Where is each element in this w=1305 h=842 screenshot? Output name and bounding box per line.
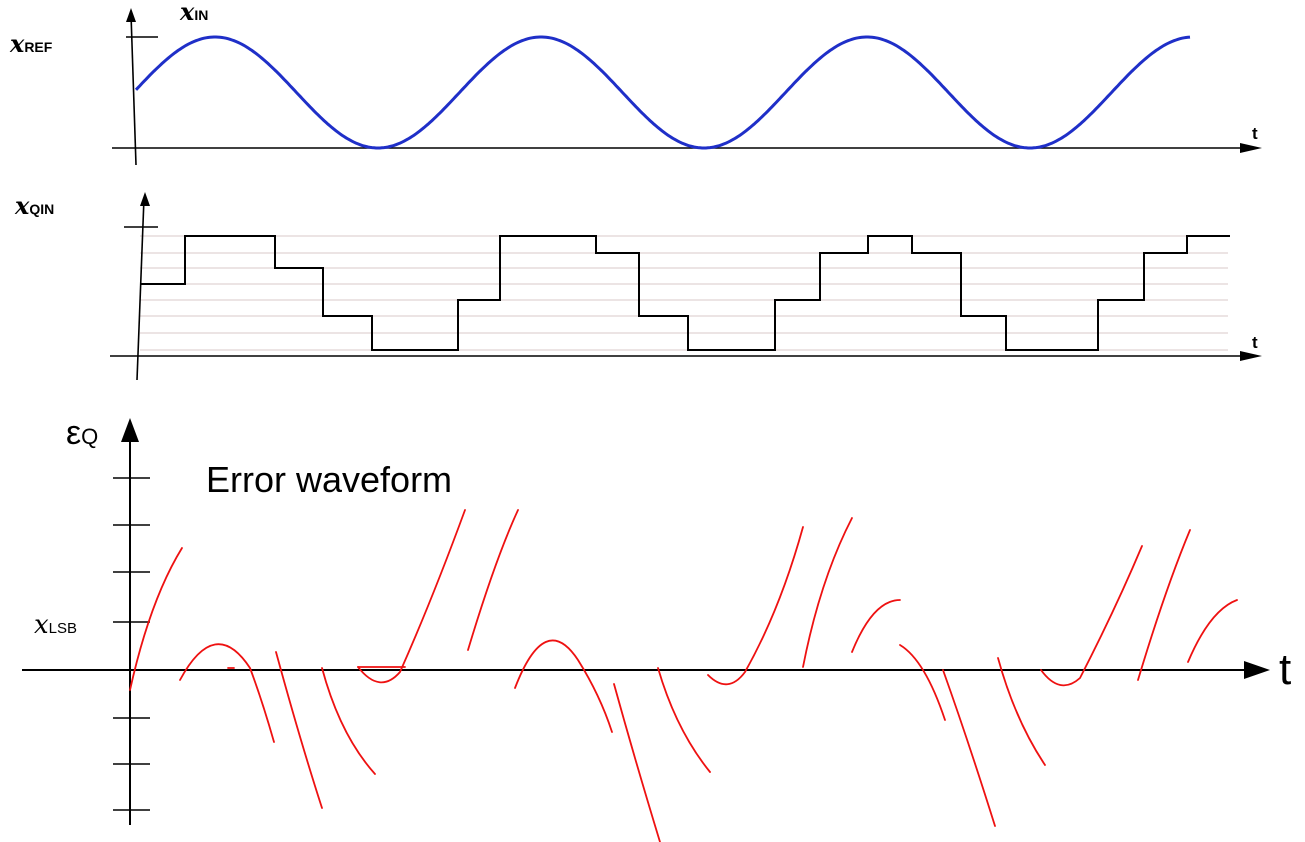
quantized-y-axis	[136, 197, 145, 381]
error-segment	[514, 639, 613, 733]
input-sine-wave	[134, 35, 1191, 150]
error-segment	[1137, 529, 1191, 681]
error-segment	[1040, 545, 1143, 687]
error-panel: εQ Error waveform xLSB t	[22, 414, 1291, 842]
quantized-t-label: t	[1252, 333, 1258, 352]
error-segment	[275, 651, 323, 809]
input-y-label: xIN	[179, 0, 208, 26]
quantized-staircase	[141, 235, 1230, 351]
error-t-axis-arrow	[1244, 661, 1270, 679]
error-segment	[357, 509, 466, 684]
quantized-signal-panel: xQIN t	[14, 191, 1262, 381]
lsb-label: xLSB	[34, 610, 77, 640]
input-signal-panel: xIN xREF t	[9, 0, 1262, 166]
error-y-ticks	[113, 477, 150, 811]
input-y-axis-arrow	[126, 8, 136, 22]
quantized-y-label: xQIN	[14, 191, 54, 220]
input-y-axis	[130, 13, 137, 166]
error-segment	[1187, 599, 1238, 663]
quantization-level-grid	[140, 235, 1228, 351]
error-segment	[997, 657, 1046, 766]
error-segment	[802, 517, 853, 668]
ref-label: xREF	[9, 29, 53, 58]
error-t-label: t	[1279, 645, 1291, 694]
error-segment	[321, 667, 376, 775]
error-y-axis-arrow	[121, 418, 139, 442]
quantized-t-axis-arrow	[1240, 351, 1262, 361]
error-segment	[899, 644, 946, 721]
error-waveform-segments	[129, 509, 1238, 842]
error-segment	[851, 599, 901, 653]
error-segment	[942, 669, 996, 827]
error-segment	[129, 547, 183, 691]
error-segment	[467, 509, 519, 651]
error-segment	[613, 683, 661, 842]
input-t-label: t	[1252, 124, 1258, 143]
error-segment	[707, 526, 804, 686]
quantized-y-axis-arrow	[140, 192, 150, 206]
error-title: Error waveform	[206, 459, 452, 500]
error-segment	[179, 643, 275, 743]
input-t-axis-arrow	[1240, 143, 1262, 153]
error-segment	[657, 667, 711, 773]
error-y-label: εQ	[66, 414, 98, 452]
